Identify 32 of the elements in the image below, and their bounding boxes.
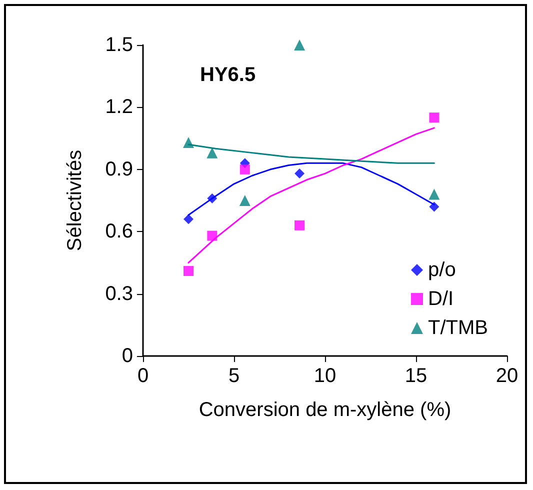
point (429, 202, 440, 212)
point (240, 164, 250, 174)
x-axis-title: Conversion de m-xylène (%) (198, 399, 452, 421)
line-series (188, 127, 435, 264)
point (239, 195, 250, 206)
y-tick-label: 0 (122, 345, 133, 367)
legend-label: T/TMB (428, 317, 488, 339)
y-tick-label: 1.2 (105, 96, 133, 118)
point (184, 266, 194, 276)
x-tick-label: 10 (314, 365, 336, 387)
legend-label: D/I (428, 288, 454, 310)
point (207, 230, 218, 241)
y-tick-label: 0.9 (105, 158, 133, 180)
x-tick-label: 15 (404, 365, 428, 387)
text: HY6.5 (200, 64, 256, 86)
y-tick-label: 0.6 (105, 220, 133, 243)
point (428, 188, 440, 200)
point (207, 193, 218, 204)
y-axis-title: Sélectivités (64, 150, 86, 252)
legend-label: p/o (428, 259, 456, 281)
point (294, 220, 305, 230)
point (294, 168, 305, 179)
y-tick-label: 0.3 (105, 282, 133, 305)
x-tick-label: 5 (228, 365, 240, 387)
point (183, 136, 194, 148)
point (184, 214, 194, 224)
x-tick-label: 20 (496, 365, 518, 387)
point (294, 40, 306, 50)
y-tick-label: 1.5 (105, 34, 133, 56)
point (429, 112, 440, 123)
x-tick-label: 0 (137, 365, 149, 387)
point (206, 147, 218, 158)
